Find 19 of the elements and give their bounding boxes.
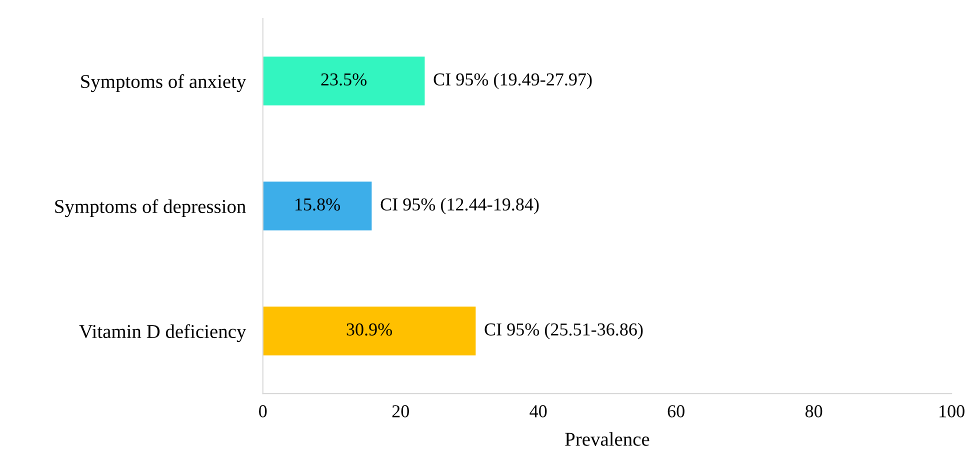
y-tick-label: Symptoms of anxiety bbox=[81, 74, 246, 92]
x-tick-label: 100 bbox=[940, 405, 964, 418]
annotation: CI 95% (12.44-19.84) bbox=[380, 198, 539, 214]
x-tick-label: 40 bbox=[530, 405, 547, 418]
annotation: CI 95% (25.51-36.86) bbox=[484, 322, 643, 340]
x-tick-label: 0 bbox=[259, 405, 267, 418]
data-label: 23.5% bbox=[321, 73, 366, 86]
bar bbox=[262, 306, 476, 356]
data-label: 15.8% bbox=[296, 198, 340, 211]
x-tick-label: 20 bbox=[392, 405, 409, 418]
x-tick-label: 60 bbox=[668, 405, 684, 418]
x-axis-title: Prevalence bbox=[565, 432, 650, 446]
data-label: 30.9% bbox=[346, 323, 392, 336]
bar bbox=[262, 56, 425, 106]
y-tick-label: Symptoms of depression bbox=[55, 199, 246, 218]
annotation: CI 95% (19.49-27.97) bbox=[434, 72, 592, 90]
bar bbox=[262, 182, 372, 230]
x-tick-label: 80 bbox=[805, 405, 822, 418]
y-tick-label: Vitamin D deficiency bbox=[79, 324, 246, 342]
